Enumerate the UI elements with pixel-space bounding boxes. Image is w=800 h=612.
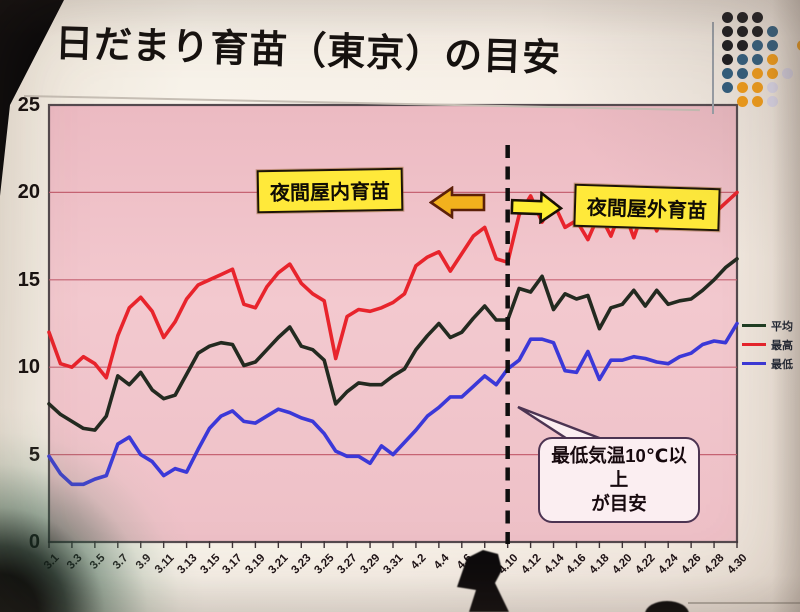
legend-label-min: 最低 xyxy=(771,358,793,371)
logo-dot xyxy=(752,95,763,107)
average-line-swatch xyxy=(742,323,766,328)
logo-dot xyxy=(752,11,763,23)
legend-item-min: 最低 xyxy=(742,354,793,373)
logo-dot-row xyxy=(722,66,800,80)
y-axis-label: 5 xyxy=(28,443,40,466)
chart-legend: 平均 最高 最低 xyxy=(742,316,793,373)
indoor-nursery-label: 夜間屋内育苗 xyxy=(256,167,404,214)
logo-dot xyxy=(737,53,748,65)
logo-dot xyxy=(752,67,763,79)
logo-dot xyxy=(767,25,778,37)
legend-label-average: 平均 xyxy=(771,320,793,333)
max-line-swatch xyxy=(742,342,766,347)
logo-dot-row xyxy=(722,80,800,94)
logo-dot xyxy=(722,11,733,23)
legend-item-max: 最高 xyxy=(742,335,793,354)
logo-dot-row xyxy=(722,10,800,24)
logo-dot xyxy=(737,67,748,79)
logo-dot xyxy=(737,11,748,23)
legend-label-max: 最高 xyxy=(771,339,793,352)
logo-dot xyxy=(737,95,748,107)
logo-dot-row xyxy=(722,24,800,38)
logo-dot-spacer xyxy=(722,96,733,107)
logo-dot xyxy=(722,53,733,65)
logo-dot-row xyxy=(722,52,800,66)
logo-dot xyxy=(722,25,733,37)
y-axis-label: 10 xyxy=(17,356,40,379)
logo-dot xyxy=(737,39,748,51)
audience-silhouette xyxy=(457,550,509,612)
logo-dot xyxy=(767,81,778,93)
callout-text-line1: 最低気温10℃以上 xyxy=(551,445,687,491)
logo-divider-line xyxy=(712,22,714,114)
logo-dot xyxy=(752,25,763,37)
min-line-swatch xyxy=(742,361,766,366)
legend-item-average: 平均 xyxy=(742,316,793,335)
logo-dot xyxy=(737,25,748,37)
logo-dot xyxy=(722,67,733,79)
logo-dot xyxy=(767,67,778,79)
logo-dot xyxy=(767,95,778,107)
logo-dot-spacer xyxy=(782,40,793,51)
logo-dot xyxy=(722,81,733,93)
audience-silhouette-right xyxy=(645,601,689,612)
logo-dot xyxy=(782,67,793,79)
logo-dot xyxy=(767,39,778,51)
logo-dot xyxy=(722,39,733,51)
brand-dots-logo xyxy=(722,10,800,108)
left-arrow-icon xyxy=(429,186,486,219)
y-axis-label: 0 xyxy=(28,531,40,553)
logo-dot xyxy=(752,53,763,65)
logo-dot-row xyxy=(722,38,800,52)
y-axis-label: 15 xyxy=(17,268,40,291)
logo-dot xyxy=(752,81,763,93)
slide-bottom-edge xyxy=(688,602,800,604)
y-axis-label: 20 xyxy=(17,181,40,204)
logo-dot xyxy=(752,39,763,51)
logo-dot xyxy=(797,39,800,51)
logo-dot xyxy=(767,53,778,65)
callout-text-line2: が目安 xyxy=(591,493,647,515)
outdoor-nursery-label: 夜間屋外育苗 xyxy=(573,183,721,232)
min-temp-callout: 最低気温10℃以上 が目安 xyxy=(538,437,700,524)
logo-dot-row xyxy=(722,94,800,108)
y-axis-label: 25 xyxy=(17,94,40,116)
right-arrow-icon xyxy=(510,190,564,225)
logo-dot xyxy=(737,81,748,93)
